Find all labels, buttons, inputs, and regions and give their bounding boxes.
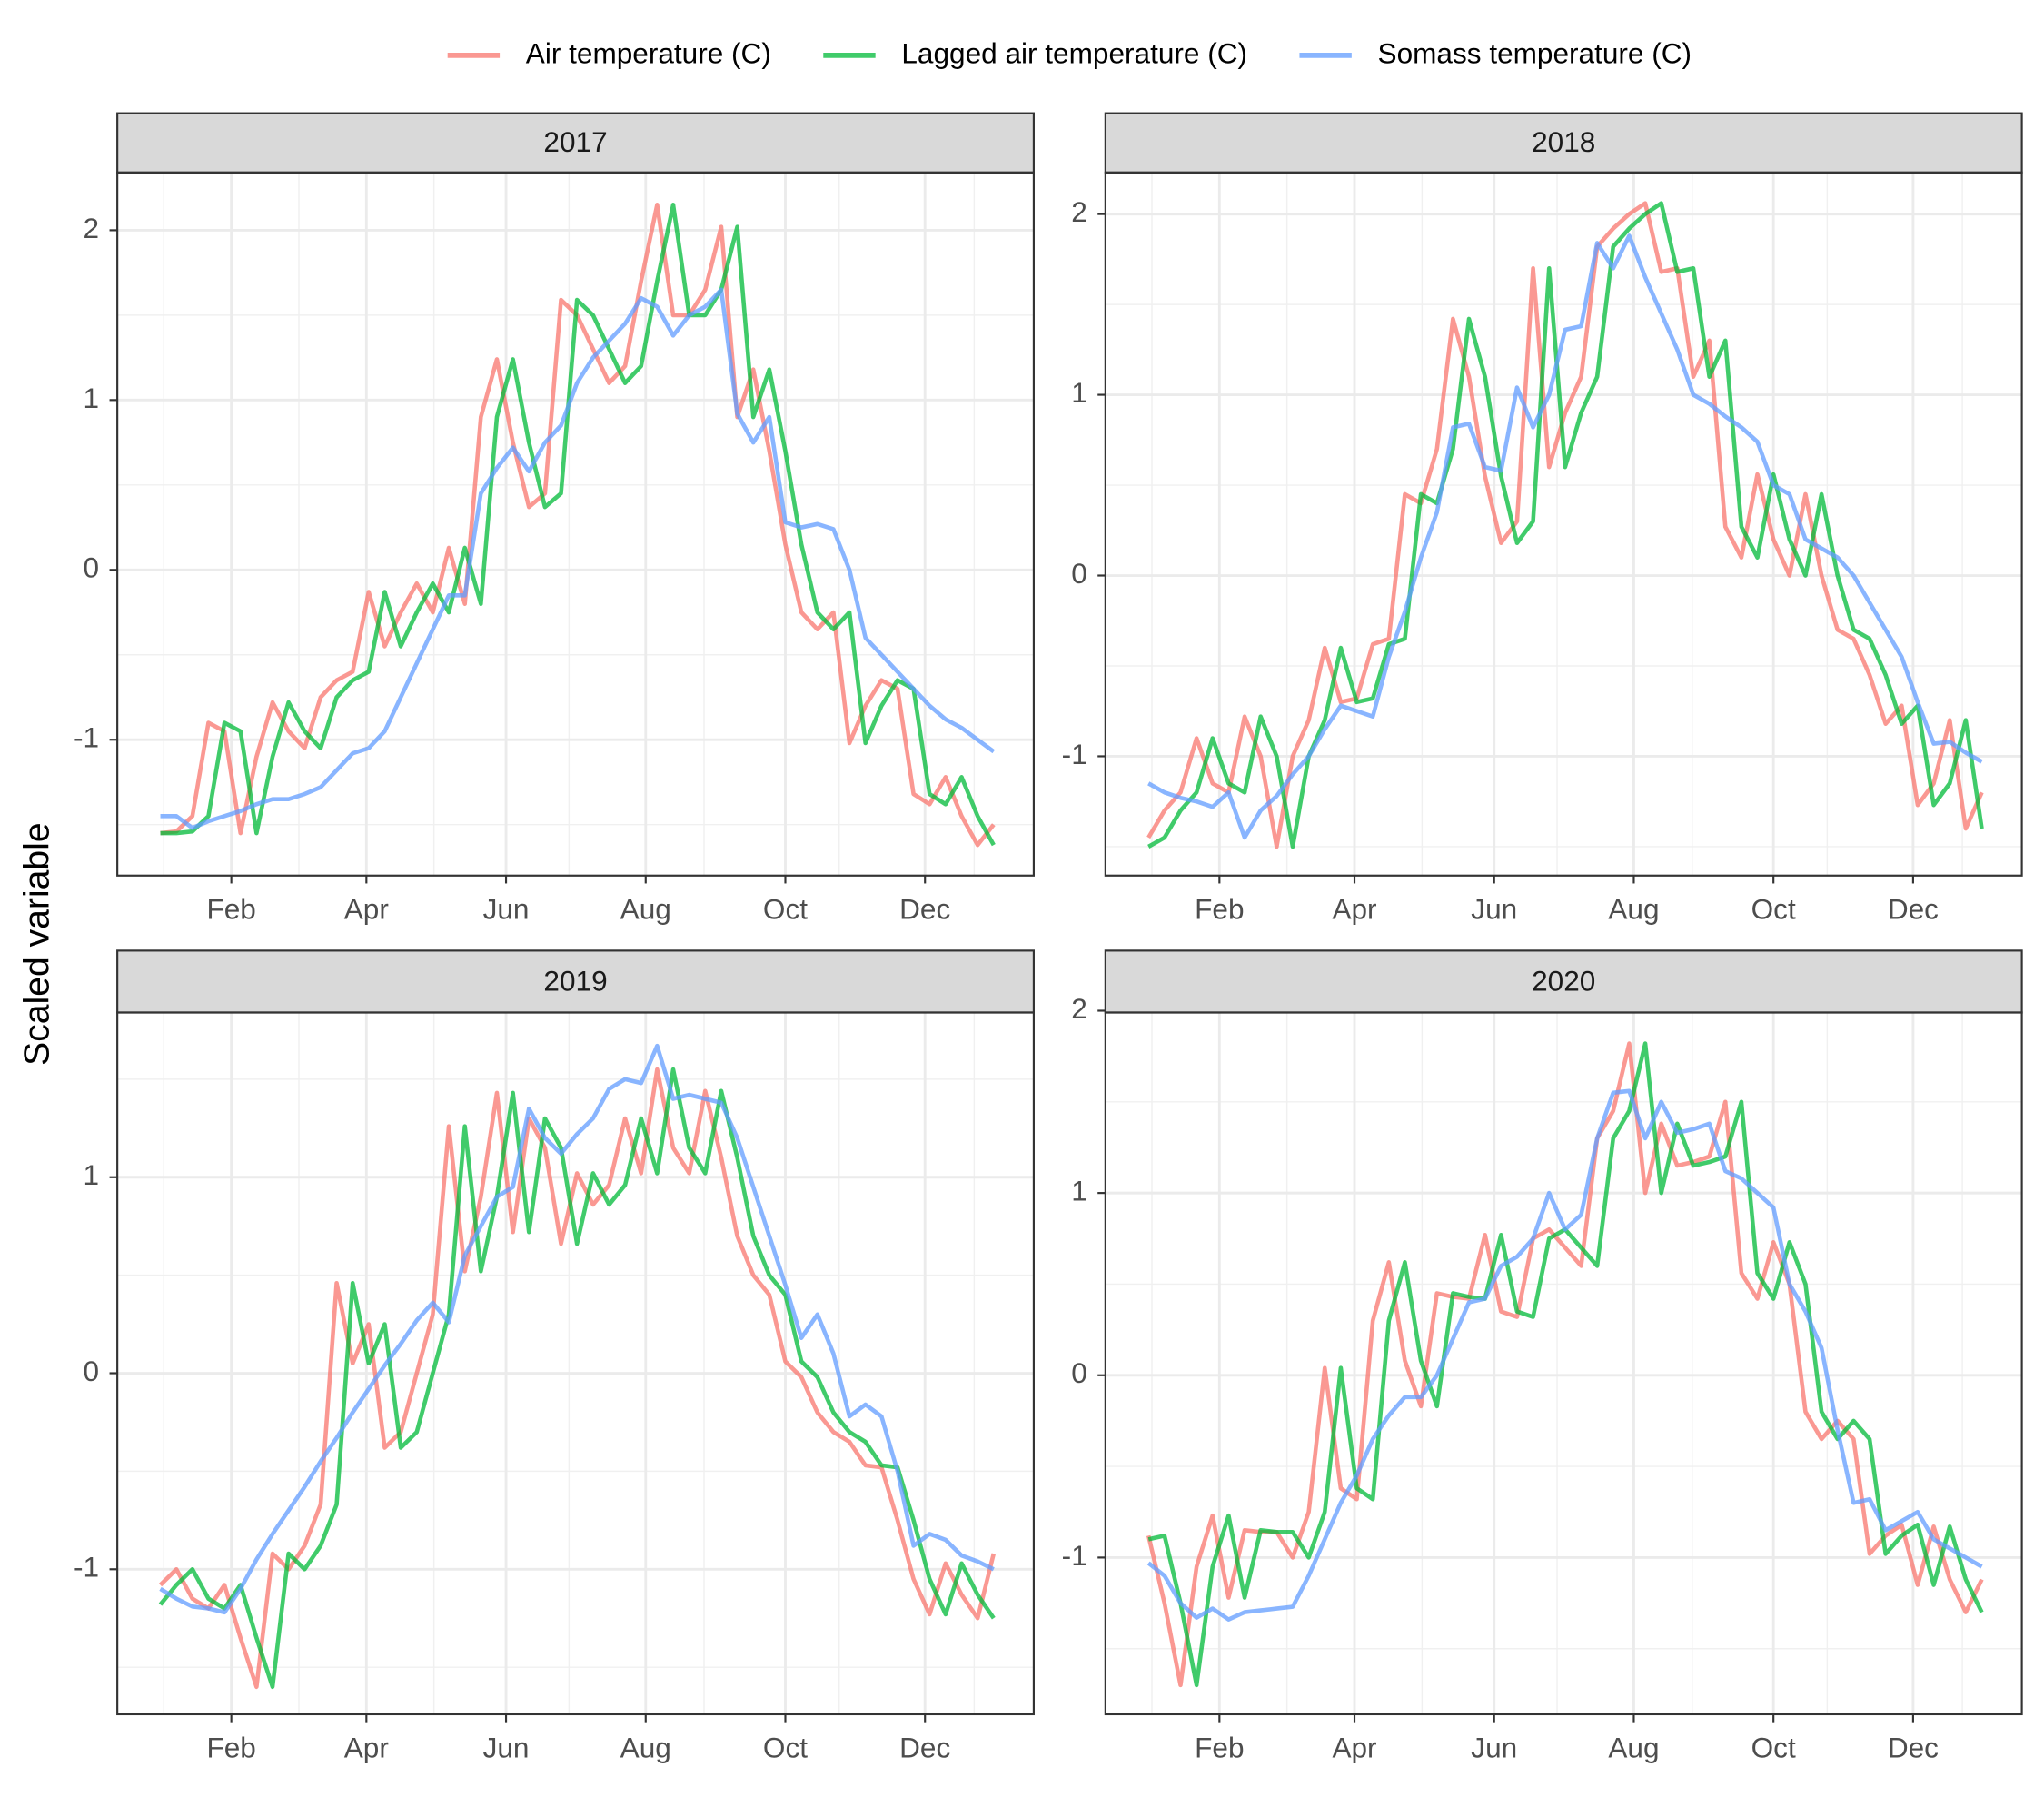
panel-border bbox=[1104, 1011, 2023, 1716]
series-line bbox=[1146, 1041, 1984, 1688]
legend-label: Lagged air temperature (C) bbox=[901, 36, 1247, 69]
x-tick-label: Apr bbox=[344, 892, 390, 925]
x-tick-label: Dec bbox=[899, 892, 950, 925]
panel-background bbox=[117, 1012, 1034, 1714]
series-line bbox=[160, 287, 996, 830]
y-tick-label: 0 bbox=[84, 551, 100, 584]
strip-label: 2020 bbox=[1532, 964, 1595, 997]
y-tick-label: -1 bbox=[1062, 1539, 1087, 1572]
x-tick-label: Feb bbox=[206, 892, 255, 925]
y-tick-label: 2 bbox=[1071, 992, 1087, 1025]
y-tick-label: -1 bbox=[1062, 738, 1087, 770]
x-tick-label: Aug bbox=[1608, 1731, 1659, 1763]
x-tick-label: Aug bbox=[620, 1731, 671, 1763]
strip bbox=[116, 949, 1035, 1014]
panel-border bbox=[116, 1011, 1035, 1716]
strip bbox=[116, 112, 1035, 174]
panel-border bbox=[1104, 171, 2023, 877]
y-tick-label: 0 bbox=[1071, 1356, 1087, 1389]
y-tick-label: 1 bbox=[1071, 1174, 1087, 1206]
y-tick-label: 0 bbox=[1071, 557, 1087, 590]
y-tick-label: 1 bbox=[84, 382, 100, 414]
panel-border bbox=[116, 171, 1035, 877]
y-axis-label: Scaled variable bbox=[17, 822, 56, 1065]
x-tick-label: Jun bbox=[483, 1731, 530, 1763]
legend-label: Somass temperature (C) bbox=[1378, 36, 1692, 69]
y-tick-label: 1 bbox=[1071, 376, 1087, 409]
strip-label: 2019 bbox=[543, 964, 607, 997]
series-line bbox=[1146, 1088, 1983, 1622]
x-tick-label: Oct bbox=[763, 892, 808, 925]
x-tick-label: Dec bbox=[899, 1731, 950, 1763]
series-line bbox=[1147, 201, 1984, 849]
legend-label: Air temperature (C) bbox=[526, 36, 771, 69]
series-line bbox=[158, 1067, 996, 1690]
x-tick-label: Apr bbox=[1332, 1731, 1377, 1763]
y-tick-label: 2 bbox=[1071, 195, 1087, 228]
strip-label: 2018 bbox=[1532, 125, 1595, 158]
x-tick-label: Oct bbox=[1751, 892, 1796, 925]
x-tick-label: Apr bbox=[1332, 892, 1377, 925]
x-tick-label: Aug bbox=[620, 892, 671, 925]
x-tick-label: Feb bbox=[206, 1731, 255, 1763]
series-line bbox=[1146, 201, 1984, 849]
series-line bbox=[160, 203, 996, 847]
y-tick-label: -1 bbox=[74, 1551, 99, 1584]
x-tick-label: Jun bbox=[1471, 892, 1517, 925]
x-tick-label: Oct bbox=[1751, 1731, 1796, 1763]
y-tick-label: 1 bbox=[84, 1158, 100, 1191]
x-tick-label: Feb bbox=[1195, 1731, 1244, 1763]
series-line bbox=[158, 1067, 997, 1690]
x-tick-label: Feb bbox=[1195, 892, 1244, 925]
y-tick-label: 2 bbox=[84, 212, 100, 244]
y-tick-label: -1 bbox=[74, 720, 99, 753]
x-tick-label: Oct bbox=[763, 1731, 808, 1763]
strip-label: 2017 bbox=[543, 125, 607, 158]
x-tick-label: Aug bbox=[1608, 892, 1659, 925]
x-tick-label: Apr bbox=[344, 1731, 390, 1763]
panel-background bbox=[1105, 1012, 2022, 1714]
panel-background bbox=[1105, 172, 2022, 876]
x-tick-label: Jun bbox=[1471, 1731, 1517, 1763]
x-tick-label: Dec bbox=[1888, 892, 1939, 925]
x-tick-label: Jun bbox=[483, 892, 530, 925]
series-line bbox=[159, 1043, 995, 1615]
series-line bbox=[1147, 233, 1983, 840]
y-tick-label: 0 bbox=[84, 1355, 100, 1387]
strip bbox=[1104, 112, 2023, 174]
legend: Air temperature (C) Lagged air temperatur… bbox=[447, 36, 1692, 69]
x-tick-label: Dec bbox=[1888, 1731, 1939, 1763]
